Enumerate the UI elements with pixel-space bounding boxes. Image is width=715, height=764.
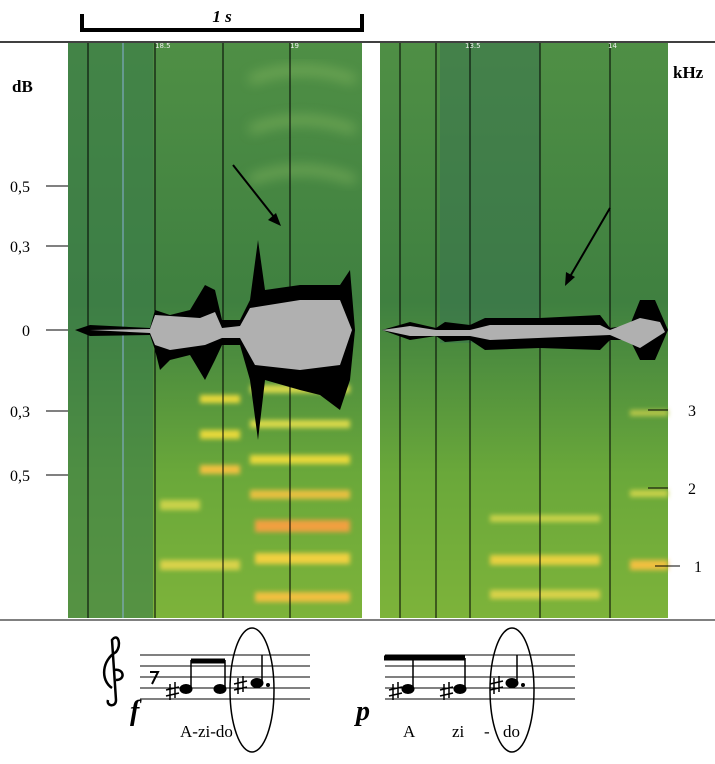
axis-label: kHz bbox=[673, 63, 704, 82]
lyrics: A-zi-do bbox=[180, 722, 233, 741]
lyric: zi bbox=[452, 722, 465, 741]
lyric: do bbox=[503, 722, 520, 741]
time-mark: 13.5 bbox=[465, 42, 481, 50]
notation-1: f A-zi-do bbox=[103, 627, 310, 753]
right-axis: kHz 3 2 1 bbox=[648, 63, 704, 576]
notation-2: p A zi - do bbox=[354, 627, 575, 753]
lyric: - bbox=[484, 722, 490, 741]
tick-label: 0,3 bbox=[10, 404, 30, 421]
dynamic: p bbox=[354, 696, 370, 727]
tick-label: 1 bbox=[694, 559, 702, 576]
tick-label: 0,3 bbox=[10, 239, 30, 256]
scale-bar: 1 s bbox=[80, 7, 364, 32]
tick-label: 0,5 bbox=[10, 179, 30, 196]
time-mark: 18.5 bbox=[155, 42, 171, 50]
spectrogram-1: 18.5 19 bbox=[68, 42, 362, 618]
time-mark: 19 bbox=[290, 42, 299, 50]
time-mark: 14 bbox=[608, 42, 617, 50]
dynamic: f bbox=[130, 696, 142, 727]
left-axis: dB 0,5 0,3 0 0,3 0,5 bbox=[10, 77, 68, 485]
spectrogram-2: 13.5 14 bbox=[380, 42, 668, 618]
tick-label: 2 bbox=[688, 481, 696, 498]
axis-label: dB bbox=[12, 77, 33, 96]
tick-label: 0,5 bbox=[10, 468, 30, 485]
tick-label: 3 bbox=[688, 403, 696, 420]
scale-label: 1 s bbox=[212, 7, 232, 26]
tick-label: 0 bbox=[22, 323, 30, 340]
lyric: A bbox=[403, 722, 416, 741]
